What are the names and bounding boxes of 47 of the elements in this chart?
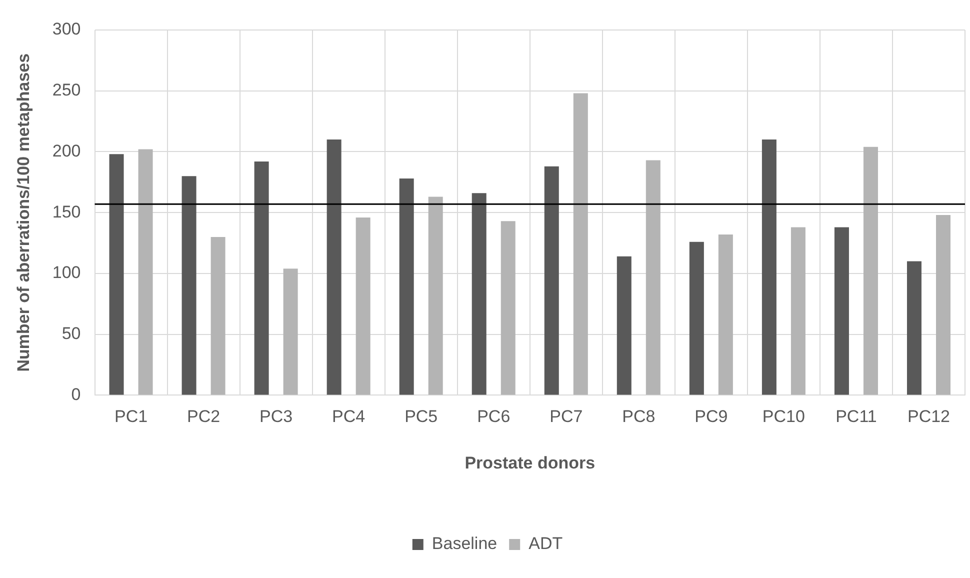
y-tick-label: 150 [52,202,81,222]
bar [428,196,443,395]
bar [500,221,516,395]
bar [834,227,849,395]
legend-label: Baseline [432,534,498,554]
bar [936,215,950,395]
bar [544,166,559,395]
x-tick-label: PC12 [907,407,950,426]
x-tick-label: PC8 [622,407,656,426]
bar [906,261,922,395]
y-tick-label: 100 [52,263,81,282]
y-tick-label: 200 [52,141,81,160]
bar [254,161,269,395]
x-tick-label: PC9 [694,407,728,426]
bar [689,242,704,395]
bar [326,140,342,395]
bar [573,93,588,395]
y-tick-label: 0 [71,384,81,404]
bar [790,227,806,395]
x-tick-label: PC6 [477,407,510,426]
bar [616,256,632,395]
bar [283,268,298,395]
y-tick-label: 250 [52,80,81,100]
bar [399,178,414,395]
bar [646,160,660,395]
x-tick-label: PC4 [332,407,366,426]
x-tick-label: PC7 [550,407,583,426]
bar [109,154,124,395]
y-tick-label: 300 [52,20,81,39]
bar [210,236,226,395]
x-tick-label: PC1 [114,407,148,426]
bar [718,234,733,395]
bar [472,193,486,395]
x-tick-label: PC10 [762,407,805,426]
y-axis-title: Number of aberrations/100 metaphases [14,53,33,372]
legend-label: ADT [528,534,563,554]
x-tick-label: PC5 [404,407,438,426]
x-tick-label: PC3 [260,407,293,426]
bar [356,217,370,395]
bar [182,176,196,395]
x-tick-label: PC2 [187,407,220,426]
x-tick-label: PC11 [836,407,877,426]
bar [138,149,153,395]
y-tick-label: 50 [62,324,81,344]
x-axis-title: Prostate donors [464,453,596,472]
bar [863,146,878,395]
bar [762,140,776,395]
